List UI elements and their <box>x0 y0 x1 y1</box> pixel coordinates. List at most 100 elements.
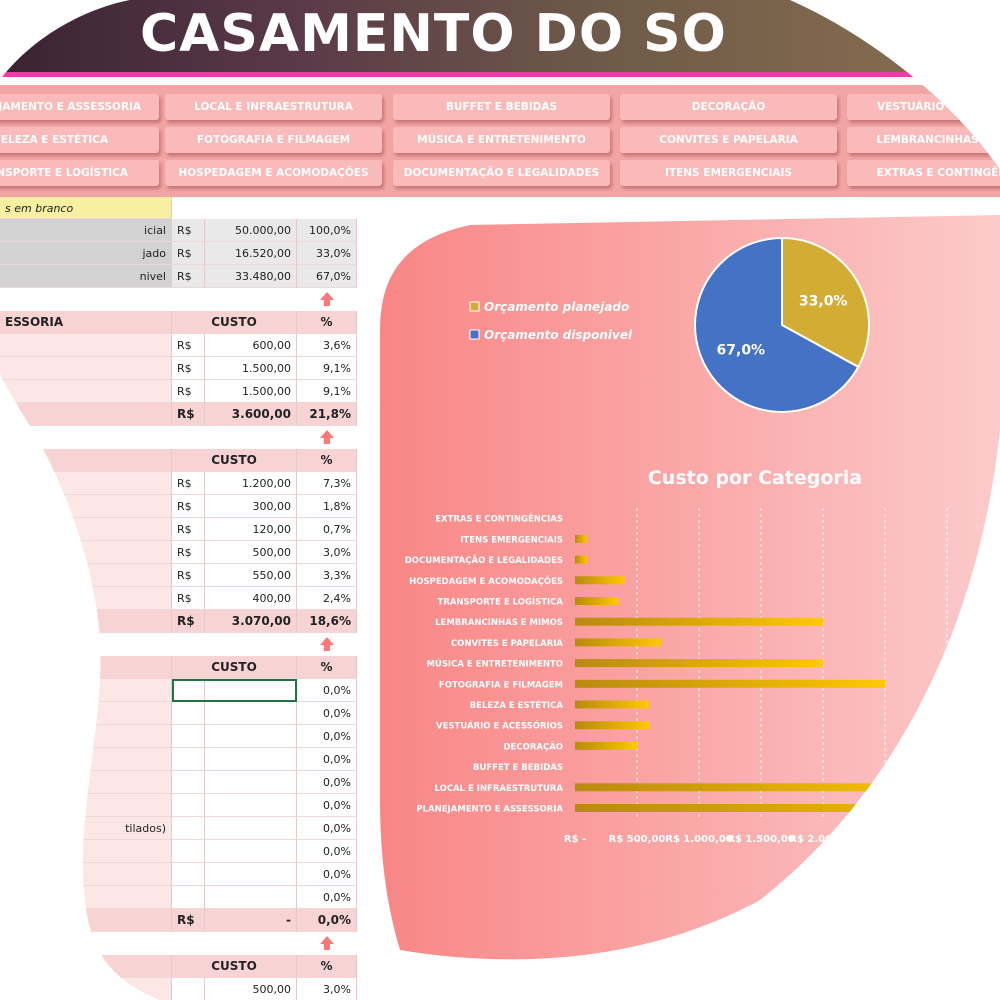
legend-swatch <box>470 330 479 339</box>
chart-panel <box>380 215 1000 959</box>
up-arrow <box>320 430 334 438</box>
category-label: DECORAÇÃO <box>504 741 564 752</box>
currency-cell: R$ <box>172 219 205 242</box>
cost-header: CUSTO <box>172 311 297 334</box>
cost-cell <box>205 748 297 771</box>
category-label: BELEZA E ESTÉTICA <box>470 699 564 711</box>
pct-cell: 0,0% <box>297 886 357 909</box>
nav-button[interactable]: DOCUMENTAÇÃO E LEGALIDADES <box>393 160 610 186</box>
cost-cell <box>205 725 297 748</box>
nav-button[interactable]: MÚSICA E ENTRETENIMENTO <box>393 127 610 153</box>
bar <box>575 680 885 688</box>
currency-cell: R$ <box>172 587 205 610</box>
pct-cell: 0,0% <box>297 909 357 932</box>
bar <box>575 783 956 791</box>
nav-button[interactable]: HOSPEDAGEM E ACOMODAÇÕES <box>165 160 382 186</box>
pct-cell: 0,0% <box>297 725 357 748</box>
legend-swatch <box>470 302 479 311</box>
currency-cell <box>172 702 205 725</box>
x-tick-label: R$ 2.500,00 <box>851 834 919 845</box>
currency-cell <box>172 886 205 909</box>
chart-title: Custo por Categoria <box>648 467 862 489</box>
row-label <box>0 357 172 380</box>
up-arrow <box>320 936 334 944</box>
cost-cell: 1.500,00 <box>205 380 297 403</box>
currency-cell: R$ <box>172 472 205 495</box>
cost-cell <box>205 794 297 817</box>
nav-button[interactable]: BELEZA E ESTÉTICA <box>0 127 159 153</box>
currency-cell: R$ <box>172 495 205 518</box>
currency-cell: R$ <box>172 242 205 265</box>
x-tick-label: R$ 500,00 <box>609 834 666 845</box>
cost-cell: 33.480,00 <box>205 265 297 288</box>
nav-button[interactable]: TRANSPORTE E LOGÍSTICA <box>0 160 159 186</box>
up-arrow <box>320 637 334 645</box>
pct-cell: 9,1% <box>297 357 357 380</box>
pct-cell: 0,0% <box>297 817 357 840</box>
pct-header: % <box>297 656 357 679</box>
category-label: PLANEJAMENTO E ASSESSORIA <box>416 805 563 815</box>
nav-button[interactable]: FOTOGRAFIA E FILMAGEM <box>165 127 382 153</box>
up-arrow-stem <box>324 645 330 651</box>
pie-slice <box>695 238 858 412</box>
section-header: ESSORIA <box>0 311 172 334</box>
currency-cell: R$ <box>172 564 205 587</box>
cost-cell <box>205 702 297 725</box>
pct-cell: 100,0% <box>297 219 357 242</box>
nav-button[interactable]: CONVITES E PAPELARIA <box>620 127 837 153</box>
currency-cell: R$ <box>172 357 205 380</box>
category-label: FOTOGRAFIA E FILMAGEM <box>439 680 563 690</box>
row-label: icial <box>0 219 172 242</box>
pct-cell: 33,0% <box>297 242 357 265</box>
pct-header: % <box>297 449 357 472</box>
slice-label: 33,0% <box>799 294 848 310</box>
cost-cell: 50.000,00 <box>205 219 297 242</box>
x-tick-label: R$ 3.000,00 <box>913 834 981 845</box>
nav-button[interactable]: PLANEJAMENTO E ASSESSORIA <box>0 94 159 120</box>
bar <box>575 576 625 584</box>
category-label: TRANSPORTE E LOGÍSTICA <box>438 596 564 608</box>
note-cell: s em branco <box>0 197 172 219</box>
pct-header: % <box>297 955 357 978</box>
cost-cell: 120,00 <box>205 518 297 541</box>
category-label: EXTRAS E CONTINGÊNCIAS <box>435 513 563 525</box>
nav-button[interactable]: ITENS EMERGENCIAIS <box>620 160 837 186</box>
x-tick-label: R$ 2.000,00 <box>789 834 857 845</box>
nav-button[interactable]: EXTRAS E CONTINGÊNCIAS <box>847 160 1000 186</box>
currency-cell: R$ <box>172 541 205 564</box>
header-stripe <box>0 72 1000 77</box>
cost-cell: - <box>205 909 297 932</box>
cost-cell: 1.500,00 <box>205 357 297 380</box>
cost-header: CUSTO <box>172 955 297 978</box>
cost-cell <box>205 817 297 840</box>
slice-label: 67,0% <box>717 342 766 358</box>
category-label: VESTUÁRIO E ACESSÓRIOS <box>436 720 563 732</box>
row-label: nivel <box>0 265 172 288</box>
pct-cell: 18,6% <box>297 610 357 633</box>
currency-cell <box>172 725 205 748</box>
pct-cell: 0,0% <box>297 748 357 771</box>
up-arrow-stem <box>324 300 330 306</box>
category-label: HOSPEDAGEM E ACOMODAÇÕES <box>409 575 563 587</box>
pct-cell: 0,0% <box>297 679 357 702</box>
cost-cell <box>205 771 297 794</box>
pct-cell: 0,7% <box>297 518 357 541</box>
row-label: jado <box>0 242 172 265</box>
category-label: CONVITES E PAPELARIA <box>451 639 564 649</box>
row-label <box>0 334 172 357</box>
cost-cell <box>205 863 297 886</box>
currency-cell: R$ <box>172 334 205 357</box>
nav-button[interactable]: LOCAL E INFRAESTRUTURA <box>165 94 382 120</box>
pct-cell: 9,1% <box>297 380 357 403</box>
nav-button[interactable]: BUFFET E BEBIDAS <box>393 94 610 120</box>
cost-cell: 400,00 <box>205 587 297 610</box>
nav-button[interactable]: DECORAÇÃO <box>620 94 837 120</box>
cost-cell: 16.520,00 <box>205 242 297 265</box>
category-label: ITENS EMERGENCIAIS <box>460 535 563 545</box>
category-label: MÚSICA E ENTRETENIMENTO <box>426 658 563 670</box>
pct-cell: 0,0% <box>297 840 357 863</box>
bar <box>575 535 587 543</box>
x-tick-label: R$ 1.000,00 <box>665 834 733 845</box>
currency-cell <box>172 794 205 817</box>
